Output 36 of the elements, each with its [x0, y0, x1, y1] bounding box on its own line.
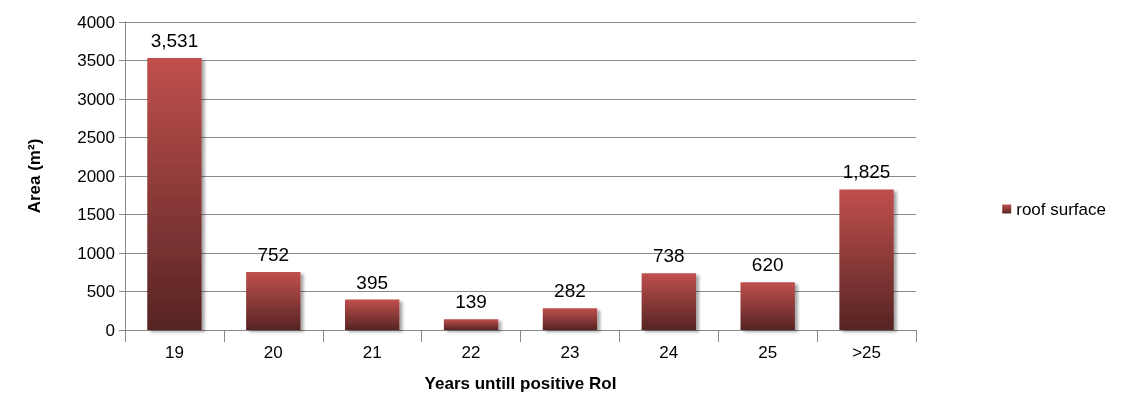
- bar: [740, 282, 795, 330]
- y-axis-title: Area (m²): [25, 138, 44, 214]
- bar: [246, 272, 301, 330]
- bar: [443, 319, 499, 330]
- x-tick-label: 19: [164, 343, 184, 362]
- x-axis-title: Years untill positive RoI: [424, 374, 617, 393]
- data-label: 738: [652, 245, 685, 267]
- y-tick-label: 2000: [77, 166, 115, 186]
- bar: [641, 273, 696, 330]
- x-tick-label: 21: [362, 343, 382, 362]
- x-tick-label: 25: [758, 343, 778, 362]
- data-label: 139: [455, 291, 487, 313]
- y-tick-label: 4000: [77, 12, 115, 32]
- y-tick-label: 500: [86, 282, 115, 301]
- y-tick-label: 0: [105, 320, 115, 340]
- bar: [839, 189, 894, 330]
- y-tick-label: 1000: [77, 243, 115, 263]
- data-label: 752: [257, 244, 290, 266]
- bar: [542, 308, 598, 330]
- data-label: 620: [751, 254, 784, 276]
- y-tick-label: 1500: [77, 205, 115, 224]
- bar: [147, 58, 202, 330]
- data-label: 395: [356, 271, 389, 293]
- y-tick-label: 2500: [77, 128, 115, 147]
- data-label: 1,825: [842, 161, 891, 183]
- bar: [345, 299, 400, 330]
- x-tick-label: 20: [263, 343, 283, 362]
- y-tick-label: 3000: [77, 89, 115, 109]
- data-label: 3,531: [150, 30, 199, 52]
- x-tick-label: 22: [461, 343, 481, 362]
- x-tick-label: >25: [852, 343, 881, 362]
- y-tick-label: 3500: [77, 51, 115, 70]
- x-tick-label: 24: [659, 343, 679, 362]
- data-label: 282: [554, 280, 586, 302]
- legend-label: roof surface: [1016, 199, 1106, 219]
- x-tick-label: 23: [560, 343, 580, 362]
